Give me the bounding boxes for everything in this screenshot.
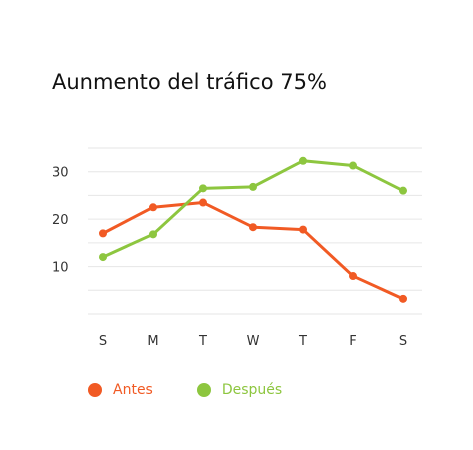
x-tick-label: S (99, 334, 107, 349)
series-group (99, 156, 407, 303)
legend-item-antes[interactable]: Antes (88, 382, 153, 398)
x-tick-label: W (247, 334, 260, 349)
data-point[interactable] (349, 272, 357, 281)
x-tick-label: S (399, 334, 407, 349)
y-tick-label: 10 (52, 261, 69, 276)
data-point[interactable] (199, 184, 207, 193)
x-tick-label: M (147, 334, 158, 349)
legend: Antes Después (88, 382, 326, 398)
legend-label-antes: Antes (113, 382, 153, 398)
legend-item-despues[interactable]: Después (196, 382, 283, 398)
data-point[interactable] (399, 186, 407, 195)
data-point[interactable] (149, 230, 157, 239)
data-point[interactable] (199, 198, 207, 207)
data-point[interactable] (149, 203, 157, 212)
x-tick-label: F (349, 334, 356, 349)
data-point[interactable] (399, 294, 407, 303)
grid-lines (88, 147, 422, 315)
y-tick-label: 20 (52, 213, 69, 228)
data-point[interactable] (349, 161, 357, 170)
legend-marker-antes (88, 383, 102, 397)
data-point[interactable] (249, 223, 257, 232)
chart-title: Aunmento del tráfico 75% (52, 70, 327, 94)
legend-label-despues: Después (221, 382, 283, 398)
data-point[interactable] (99, 253, 107, 262)
y-axis-labels: 10 20 30 (52, 166, 69, 276)
x-tick-label: T (298, 334, 307, 349)
data-point[interactable] (299, 225, 307, 234)
legend-marker-despues (196, 383, 211, 397)
data-point[interactable] (249, 182, 257, 191)
data-point[interactable] (99, 229, 107, 238)
y-tick-label: 30 (52, 166, 69, 181)
x-tick-label: T (198, 334, 207, 349)
data-point[interactable] (299, 156, 307, 165)
series-line-0 (101, 201, 405, 301)
